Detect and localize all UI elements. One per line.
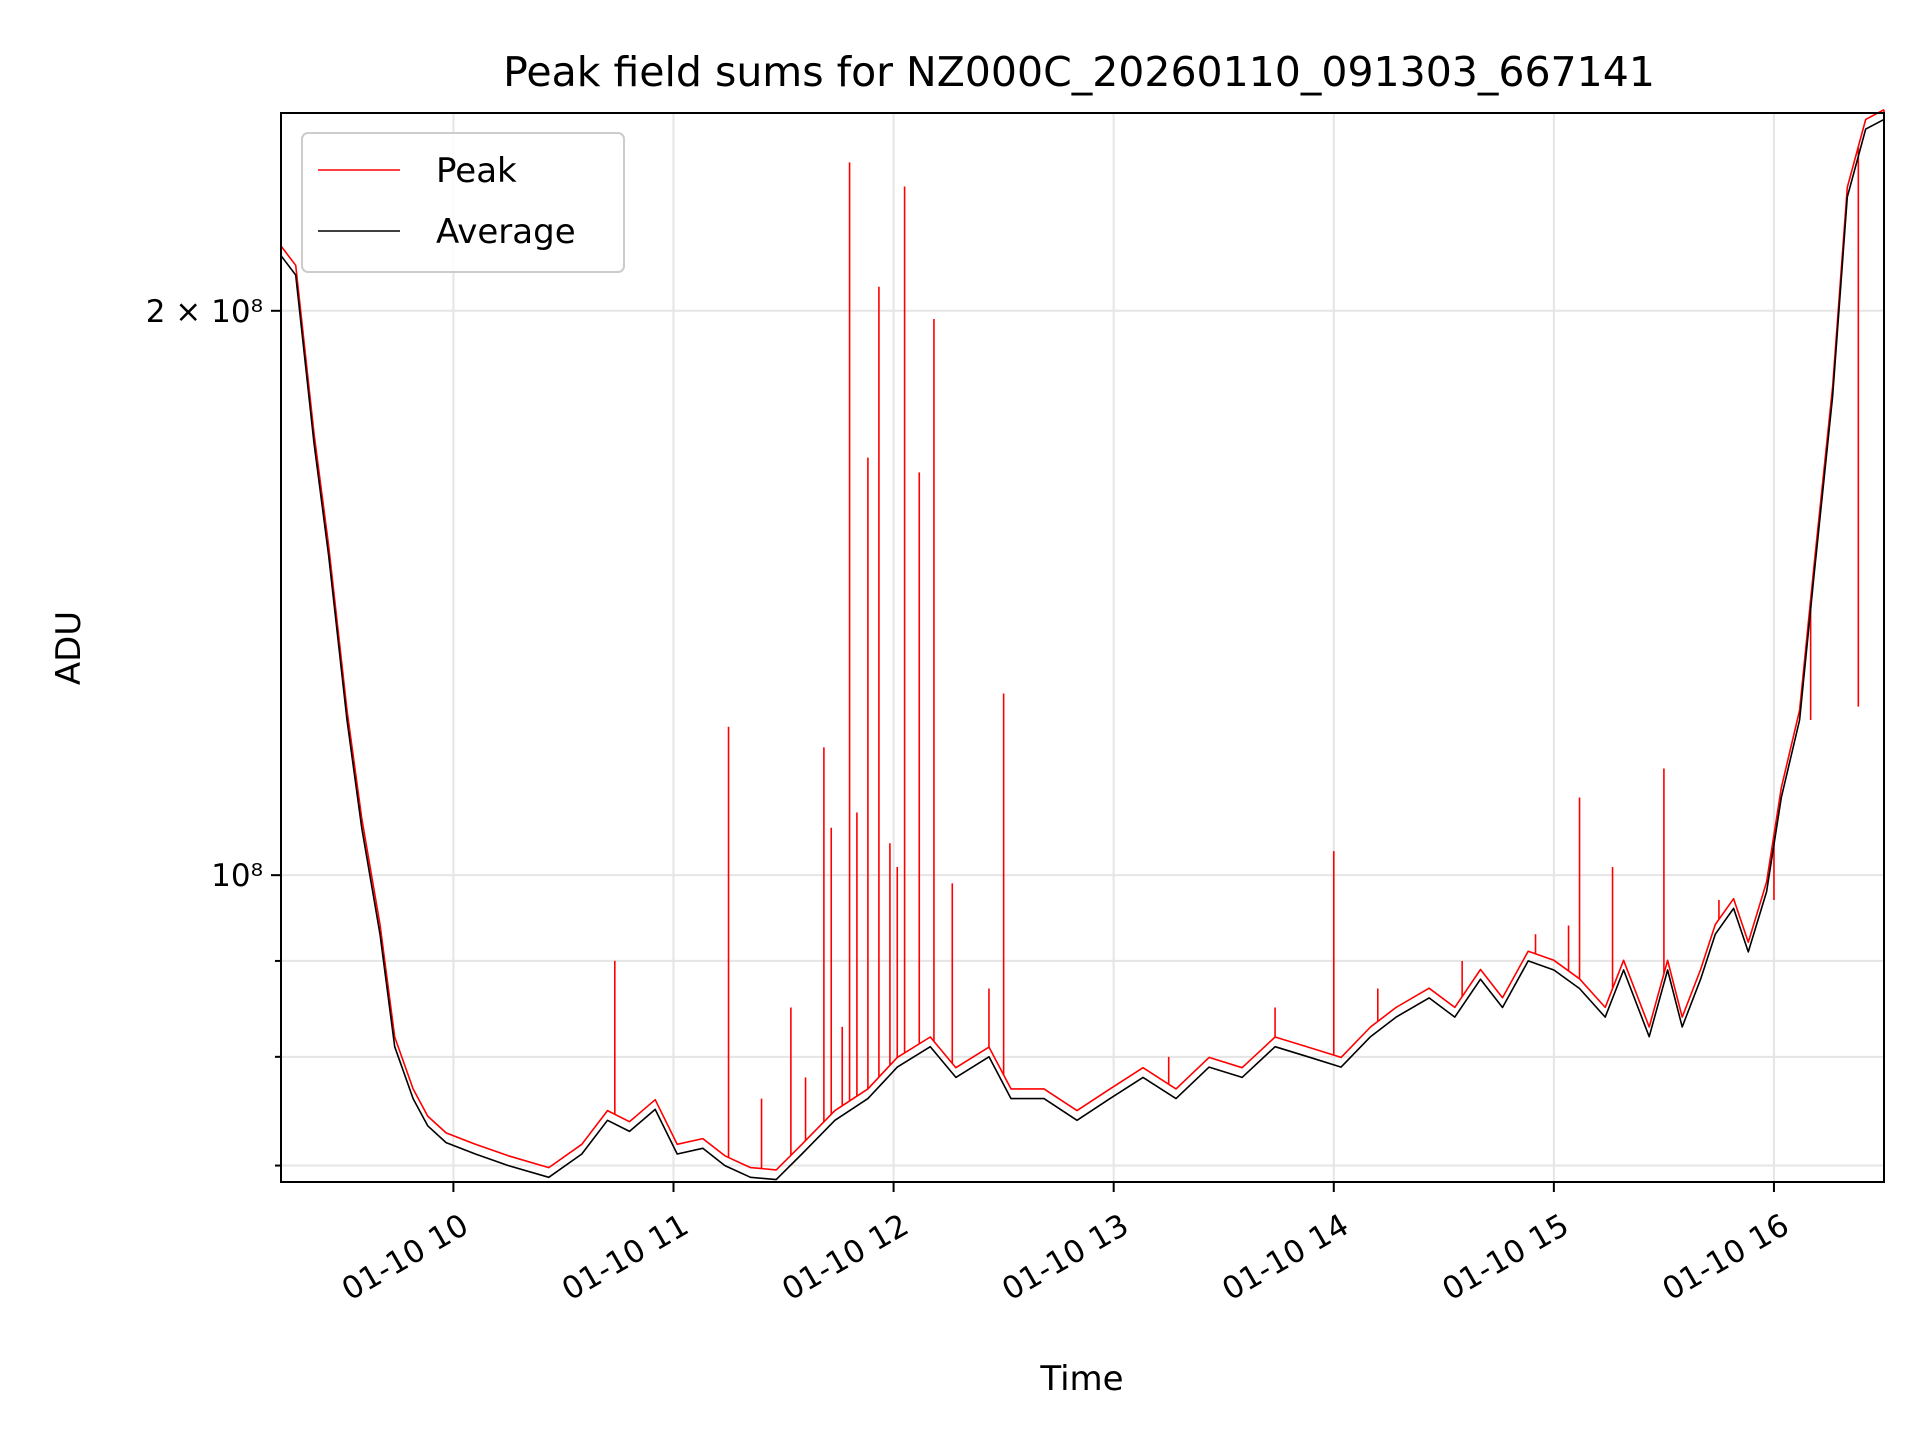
series-average-line: [280, 118, 1885, 1181]
legend-label-peak: Peak: [436, 151, 517, 191]
y-tick-label-1: 10⁸: [211, 858, 263, 894]
grid-layer: [281, 113, 1884, 1182]
y-tick-label-0: 2 × 10⁸: [146, 294, 263, 330]
plot-frame: [280, 112, 1885, 1183]
y-axis-label: ADU: [49, 611, 89, 685]
legend-box: [301, 132, 625, 273]
legend: Peak Average: [301, 132, 625, 273]
series-peak-line: [280, 108, 1885, 1171]
x-axis-label: Time: [1039, 1359, 1123, 1399]
series-layer: [280, 108, 1885, 1181]
legend-label-average: Average: [436, 212, 576, 252]
chart-title: Peak field sums for NZ000C_20260110_0913…: [503, 48, 1655, 96]
